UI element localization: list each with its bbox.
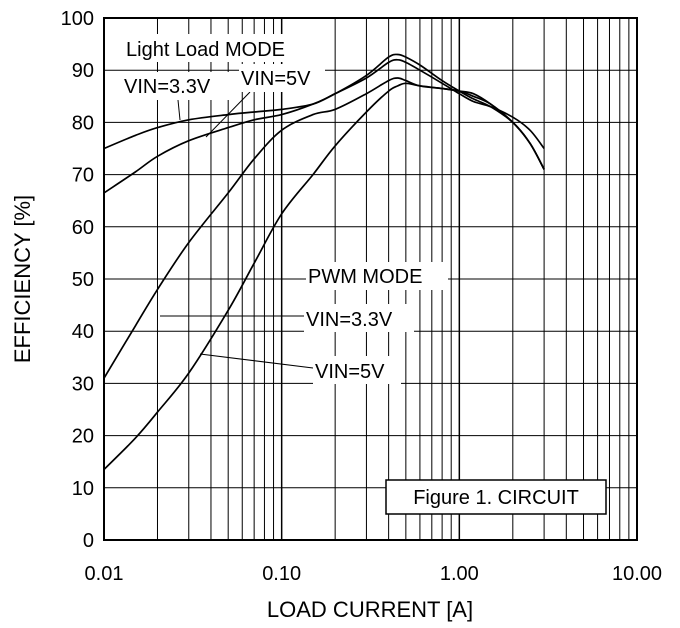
light-load-mode-label: Light Load MODE [126,39,285,61]
x-axis-title: LOAD CURRENT [A] [267,597,473,622]
leader-pwm-vin5 [199,353,314,369]
x-tick-label: 10.00 [612,563,662,585]
annotation-leaders [160,91,314,369]
x-tick-label: 0.10 [262,563,301,585]
y-tick-label: 90 [72,60,94,82]
leader-light-vin5 [205,91,251,138]
y-tick-label: 80 [72,112,94,134]
leader-light-vin33 [177,99,181,121]
light-vin5-label: VIN=5V [241,68,311,90]
pwm-vin33-label: VIN=3.3V [306,309,393,331]
y-tick-label: 30 [72,373,94,395]
y-tick-labels: 0 10 20 30 40 50 60 70 80 90 100 [61,8,94,552]
y-tick-label: 0 [83,530,94,552]
series-line-pwm-vin5 [103,82,545,471]
light-vin33-label-bg [122,72,234,100]
pwm-vin5-label: VIN=5V [315,361,385,383]
y-tick-label: 10 [72,478,94,500]
x-tick-label: 0.01 [85,563,124,585]
y-tick-label: 60 [72,217,94,239]
pwm-vin33-label-bg [304,304,414,332]
y-tick-label: 100 [61,8,94,30]
y-tick-label: 40 [72,321,94,343]
series-line-light-load-vin33 [103,58,545,150]
plot-frame [103,17,638,541]
light-vin33-label: VIN=3.3V [124,76,211,98]
figure-label: Figure 1. CIRCUIT [413,487,579,509]
series-line-light-load-vin5 [103,53,545,194]
pwm-vin5-label-bg [313,356,401,384]
x-tick-label: 1.00 [440,563,479,585]
figure-label-box [385,479,607,515]
y-tick-label: 50 [72,269,94,291]
series-lines [103,53,545,471]
light-load-mode-label-bg [124,34,320,62]
y-tick-label: 20 [72,426,94,448]
y-axis-title: EFFICIENCY [%] [10,195,35,363]
y-tick-label: 70 [72,165,94,187]
pwm-mode-label-bg [306,262,448,290]
light-vin5-label-bg [239,64,325,92]
x-tick-labels: 0.01 0.10 1.00 10.00 [85,563,663,585]
pwm-mode-label: PWM MODE [308,266,422,288]
